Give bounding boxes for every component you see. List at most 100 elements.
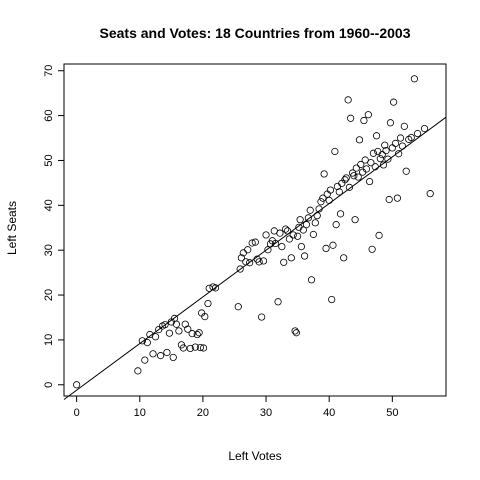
y-tick-label: 0 <box>43 382 55 388</box>
data-point <box>319 194 327 202</box>
data-point <box>389 98 398 106</box>
y-tick-label: 50 <box>43 154 55 166</box>
data-point <box>73 381 81 389</box>
data-point <box>340 254 348 262</box>
data-point <box>282 225 290 233</box>
data-point <box>307 276 316 284</box>
data-point <box>335 188 343 196</box>
data-point <box>294 232 302 240</box>
data-point <box>259 257 268 265</box>
data-point <box>283 227 292 235</box>
data-point <box>196 343 204 352</box>
fit-line-group <box>63 116 447 400</box>
data-point <box>204 299 212 308</box>
data-point <box>302 221 311 229</box>
data-point <box>371 163 379 171</box>
data-point <box>201 312 209 321</box>
data-point <box>350 172 358 180</box>
x-tick-label: 40 <box>323 407 335 419</box>
data-point <box>278 243 286 251</box>
data-point <box>191 343 199 351</box>
data-point <box>426 190 434 198</box>
data-point <box>393 194 401 202</box>
data-point <box>347 114 355 122</box>
data-point <box>311 219 319 227</box>
data-point <box>400 122 408 130</box>
y-axis: 0 10 20 30 40 50 60 70 <box>43 65 64 388</box>
data-point <box>251 238 259 246</box>
data-point <box>355 136 364 144</box>
data-point <box>172 320 180 328</box>
data-point <box>195 329 203 337</box>
fit-line <box>63 116 447 400</box>
data-point <box>315 205 323 213</box>
x-tick-label: 20 <box>197 407 209 419</box>
data-point <box>388 144 396 152</box>
data-point <box>352 164 360 172</box>
data-point <box>376 155 384 163</box>
data-point <box>287 254 295 262</box>
data-point <box>317 198 325 206</box>
y-tick-label: 70 <box>43 65 55 77</box>
data-point <box>291 327 299 335</box>
data-point <box>320 170 328 178</box>
data-point <box>379 161 388 169</box>
data-point <box>357 160 365 169</box>
data-point <box>369 149 377 157</box>
data-point <box>351 216 359 224</box>
y-tick-label: 30 <box>43 244 55 256</box>
data-point <box>134 367 142 375</box>
data-point <box>138 337 146 345</box>
data-point <box>342 174 350 182</box>
data-point <box>179 344 187 352</box>
data-point <box>296 216 304 224</box>
data-point <box>188 330 196 338</box>
data-point <box>141 356 149 364</box>
data-point <box>341 176 349 184</box>
data-point <box>161 321 169 329</box>
data-point <box>211 284 220 292</box>
data-point <box>271 239 280 248</box>
data-point <box>361 156 369 164</box>
data-point <box>395 150 403 158</box>
data-point <box>292 329 300 337</box>
y-tick-label: 40 <box>43 199 55 211</box>
data-point <box>248 239 256 247</box>
data-point <box>205 284 213 292</box>
y-tick-label: 20 <box>43 289 55 301</box>
data-point <box>407 133 415 142</box>
data-point <box>157 352 165 360</box>
data-point <box>186 344 194 353</box>
data-point <box>344 96 352 104</box>
x-axis-label: Left Votes <box>228 449 281 463</box>
data-point <box>280 258 288 266</box>
data-point <box>169 353 177 362</box>
data-point <box>143 339 151 347</box>
data-point <box>304 214 312 222</box>
data-point <box>328 295 336 304</box>
data-point <box>306 206 314 214</box>
data-point <box>297 243 306 251</box>
data-point <box>184 325 192 333</box>
data-point <box>331 147 339 156</box>
data-point <box>309 230 318 239</box>
data-point <box>386 119 395 127</box>
data-point <box>329 241 337 249</box>
x-tick-label: 0 <box>74 407 80 419</box>
data-point <box>325 196 333 204</box>
data-point <box>375 231 383 239</box>
data-point <box>258 313 266 321</box>
data-point <box>381 141 389 149</box>
data-points <box>73 75 434 389</box>
y-axis-label: Left Seats <box>5 201 19 255</box>
data-point <box>300 252 309 260</box>
data-point <box>326 186 335 194</box>
data-point <box>322 244 330 252</box>
data-point <box>396 134 405 142</box>
data-point <box>313 212 321 220</box>
data-point <box>378 151 386 159</box>
data-point <box>410 75 419 83</box>
data-point <box>246 259 254 267</box>
data-point <box>345 183 353 191</box>
